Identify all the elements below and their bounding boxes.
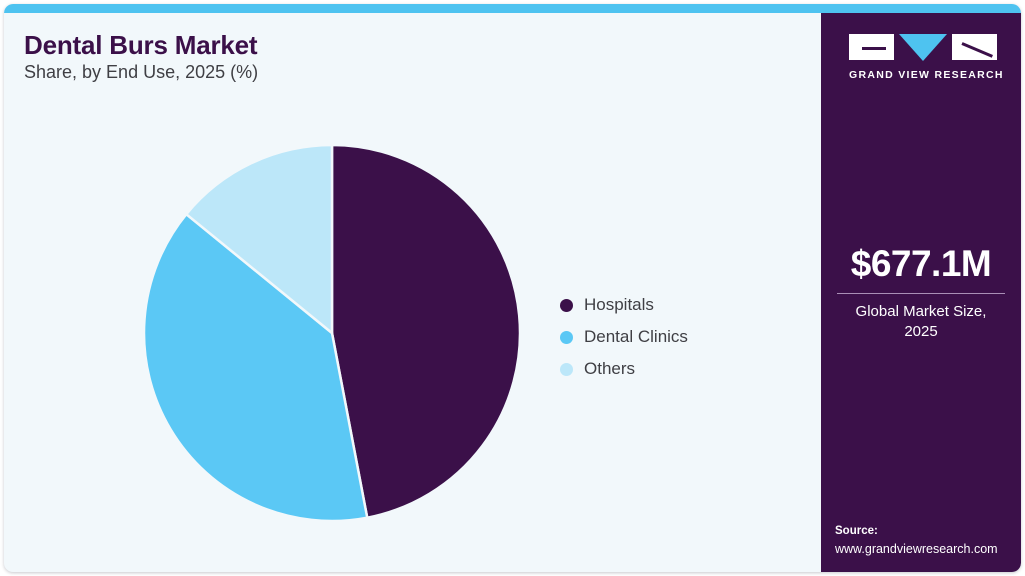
logo-g-icon [849,34,894,60]
legend-item-label: Dental Clinics [584,327,688,346]
market-size-caption: Global Market Size, 2025 [855,303,987,341]
source-block: Source: www.grandviewresearch.com [835,523,1021,558]
market-size-stat: $677.1M Global Market Size, 2025 [821,245,1021,343]
legend-item-label: Others [584,359,636,378]
source-label: Source: [835,525,878,538]
legend-item[interactable]: Hospitals [560,289,780,321]
infographic-card: Dental Burs Market Share, by End Use, 20… [4,4,1021,572]
legend-item-label: Hospitals [584,295,654,314]
grand-view-research-logo: GRAND VIEW RESEARCH [849,33,1004,81]
legend-item[interactable]: Dental Clinics [560,321,780,353]
logo-r-icon [952,34,997,60]
top-accent-bar [4,4,1021,13]
pie-chart-svg [143,144,521,522]
stat-divider [837,293,1005,294]
logo-v-triangle-icon [899,33,947,61]
pie-slice[interactable] [143,212,369,522]
source-url[interactable]: www.grandviewresearch.com [835,541,998,556]
pie-slice[interactable] [184,144,334,336]
legend-swatch-icon [560,362,573,376]
logo-marks [849,33,997,61]
pie-slice[interactable] [330,144,521,520]
brand-side-panel: GRAND VIEW RESEARCH $677.1M Global Marke… [821,13,1021,572]
page-subtitle: Share, by End Use, 2025 (%) [24,62,259,82]
market-size-value: $677.1M [850,243,992,284]
legend-swatch-icon [560,330,573,344]
chart-legend: Hospitals Dental Clinics Others [560,289,780,385]
pie-chart [143,144,521,522]
page-title: Dental Burs Market [24,30,258,60]
logo-wordmark: GRAND VIEW RESEARCH [849,69,1004,81]
legend-swatch-icon [560,298,573,312]
legend-item[interactable]: Others [560,353,780,385]
